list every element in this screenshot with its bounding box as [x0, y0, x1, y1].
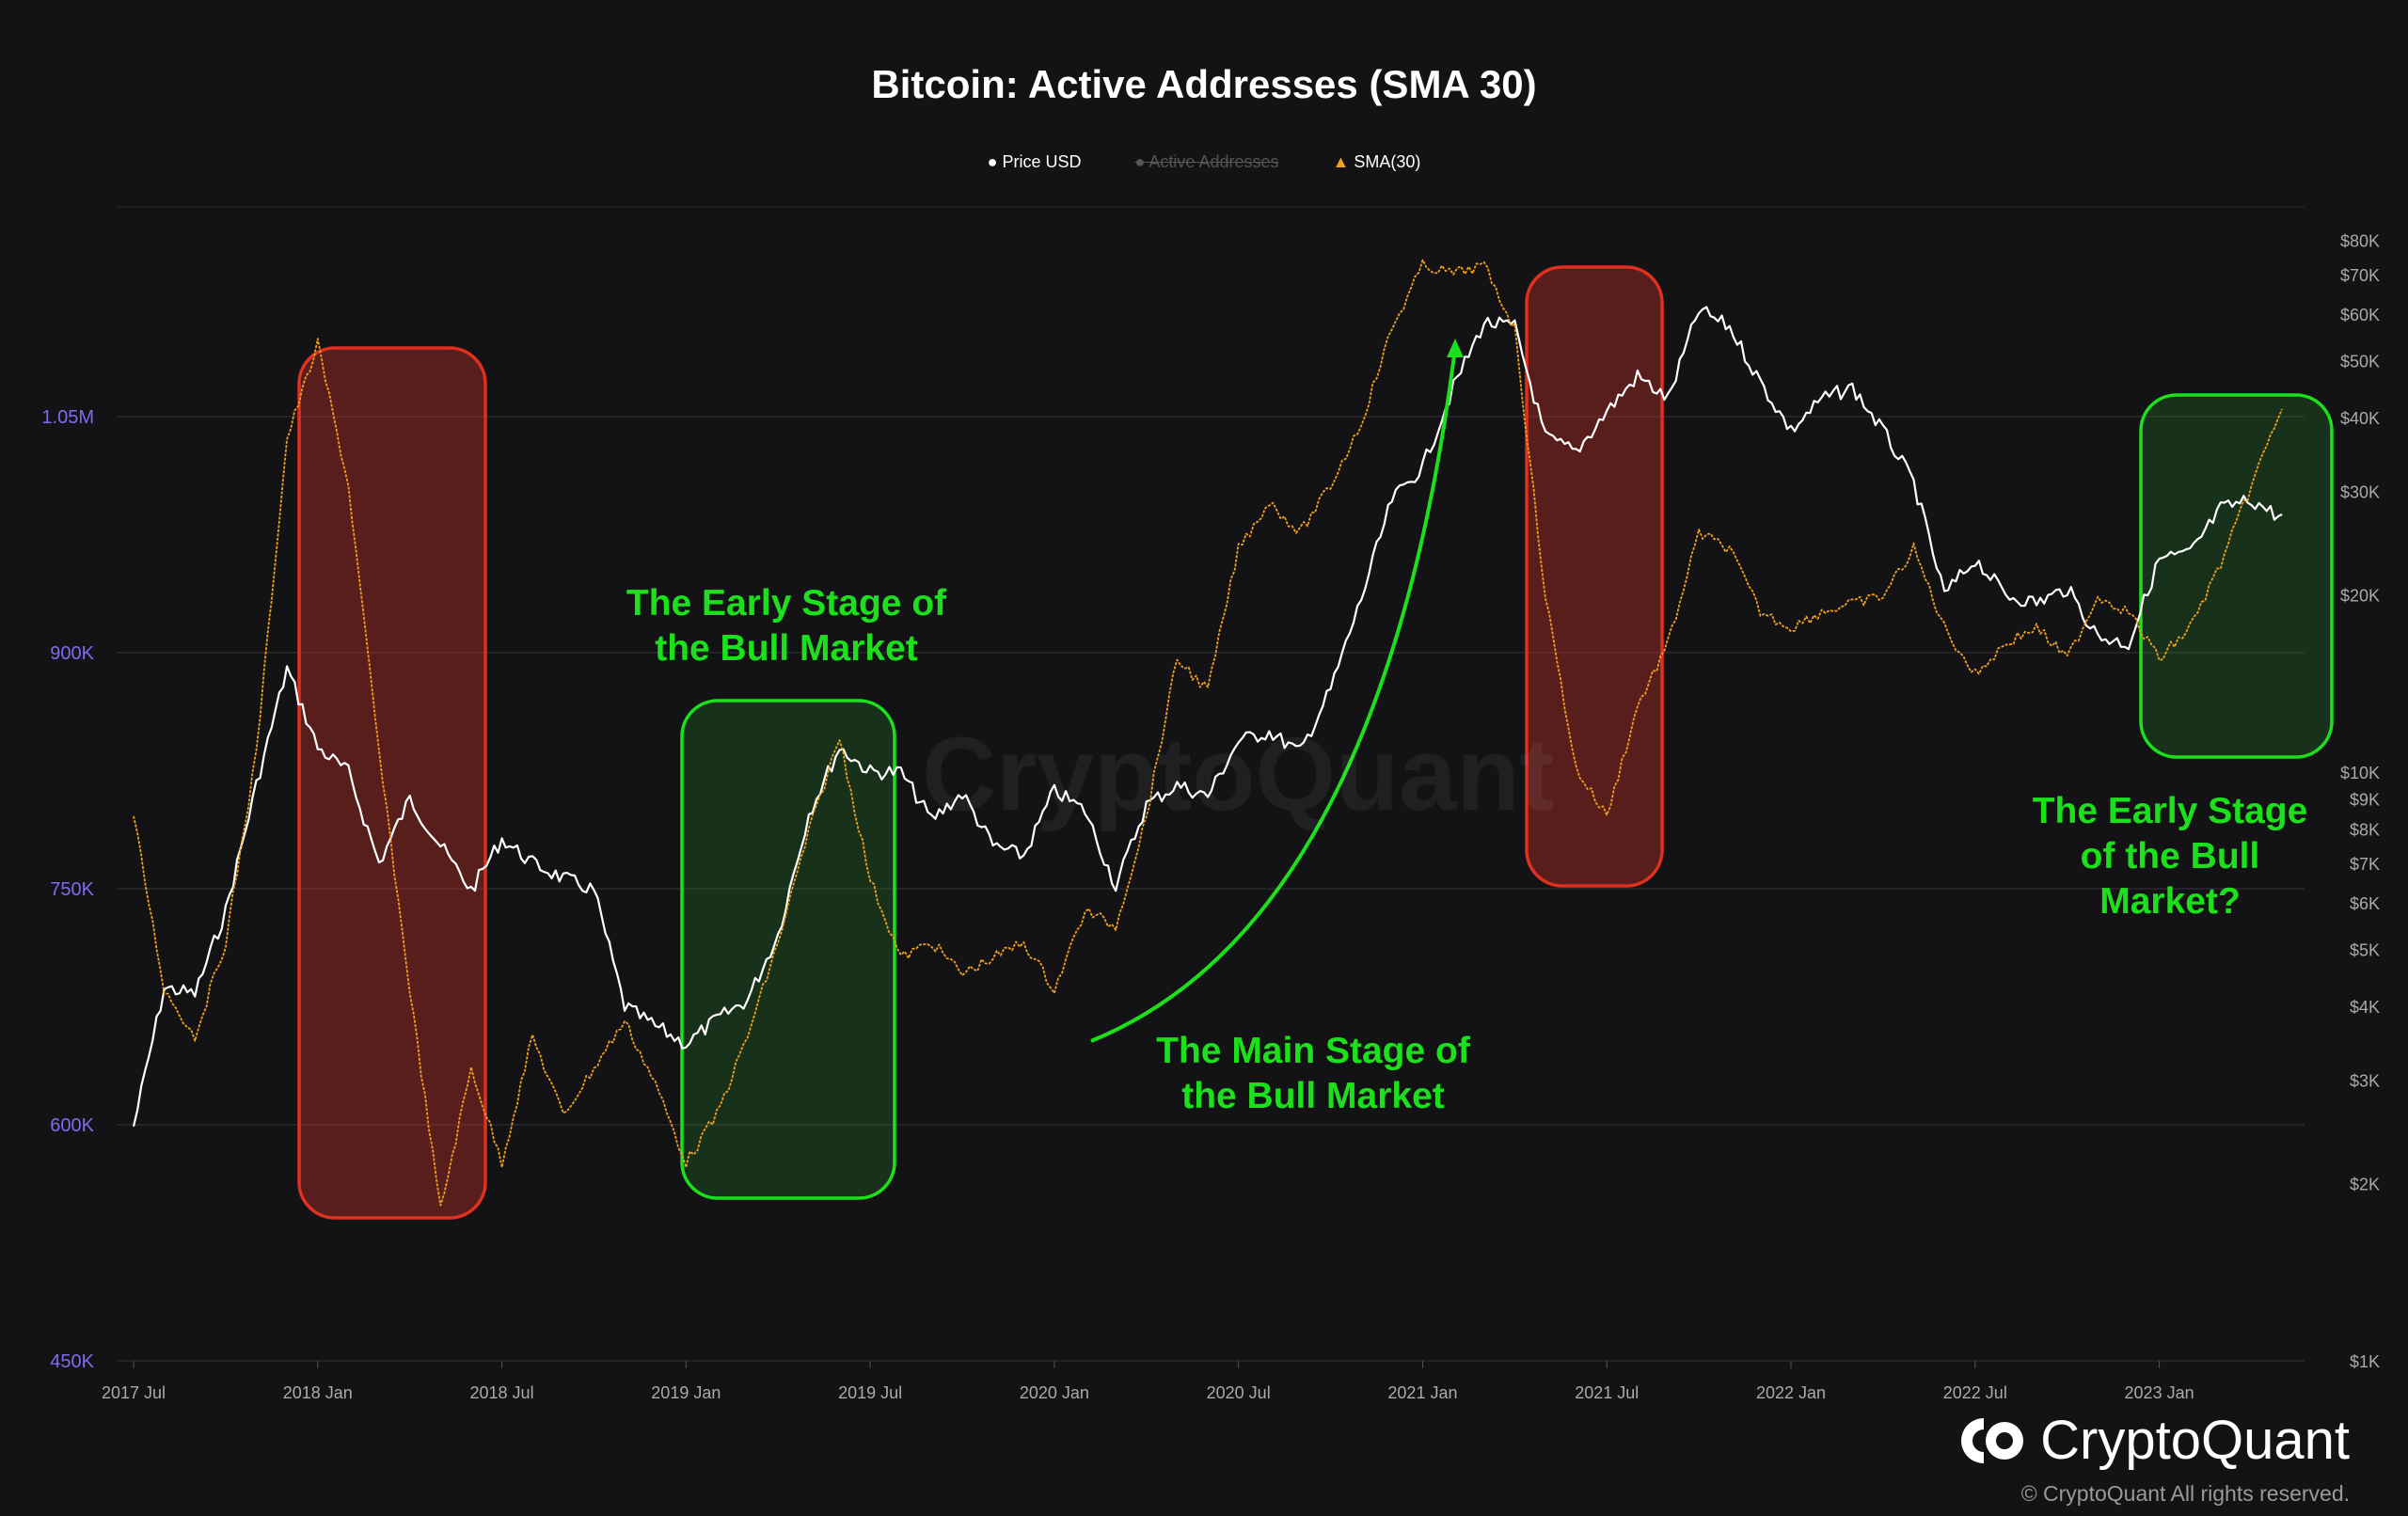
right-tick-label: $1K — [2350, 1352, 2380, 1371]
right-tick-label: $3K — [2350, 1071, 2380, 1090]
triangle-icon: ▲ — [1332, 152, 1350, 171]
right-tick-label: $10K — [2340, 764, 2380, 782]
circle-icon: ● — [1134, 152, 1146, 171]
right-tick-label: $6K — [2350, 894, 2380, 913]
main-stage-arrow — [1090, 347, 1457, 1043]
right-tick-label: $50K — [2340, 352, 2380, 371]
x-tick-label: 2020 Jan — [1020, 1383, 1089, 1402]
right-tick-label: $40K — [2340, 409, 2380, 428]
grid — [118, 206, 2305, 1368]
left-tick-label: 450K — [50, 1351, 94, 1372]
right-tick-label: $7K — [2350, 855, 2380, 874]
cryptoquant-logo-icon — [1961, 1418, 2024, 1463]
x-tick-label: 2022 Jul — [1943, 1383, 2007, 1402]
right-tick-label: $4K — [2350, 998, 2380, 1017]
green-highlight-box — [680, 699, 896, 1200]
x-tick-label: 2018 Jul — [470, 1383, 534, 1402]
series-lines — [132, 259, 2283, 1207]
right-tick-label: $2K — [2350, 1176, 2380, 1194]
x-tick-label: 2017 Jul — [102, 1383, 166, 1402]
annotation-early-stage: The Early Stage of the Bull Market — [626, 583, 947, 669]
right-tick-label: $9K — [2350, 791, 2380, 810]
right-tick-label: $80K — [2340, 232, 2380, 251]
tick-labels: 450K 600K 750K 900K 1.05M $1K $2K $3K $4K $5K $6K $… — [41, 232, 2380, 1402]
x-tick-label: 2020 Jul — [1207, 1383, 1271, 1402]
x-tick-label: 2023 Jan — [2125, 1383, 2194, 1402]
right-tick-label: $20K — [2340, 587, 2380, 606]
price-usd-line — [132, 306, 2283, 1127]
green-highlight-box — [2139, 393, 2334, 759]
red-highlight-box — [1525, 265, 1664, 888]
x-tick-label: 2021 Jan — [1387, 1383, 1457, 1402]
legend: ● Price USD ● Active Addresses ▲ SMA(30) — [0, 152, 2408, 172]
legend-active-addresses[interactable]: ● Active Addresses — [1134, 152, 1279, 171]
right-tick-label: $70K — [2340, 266, 2380, 285]
left-tick-label: 750K — [50, 879, 94, 900]
circle-icon: ● — [987, 152, 998, 171]
legend-sma[interactable]: ▲ SMA(30) — [1332, 152, 1421, 171]
arrow-head-icon — [1447, 339, 1464, 357]
brand-logo: CryptoQuant — [1957, 1411, 2350, 1471]
x-tick-label: 2021 Jul — [1575, 1383, 1639, 1402]
x-tick-label: 2019 Jan — [651, 1383, 721, 1402]
x-tick-label: 2019 Jul — [838, 1383, 902, 1402]
right-tick-label: $60K — [2340, 306, 2380, 324]
left-tick-label: 600K — [50, 1115, 94, 1136]
right-tick-label: $8K — [2350, 821, 2380, 840]
watermark: CryptoQuant — [922, 717, 1555, 832]
chart-title: Bitcoin: Active Addresses (SMA 30) — [871, 62, 1537, 106]
red-highlight-box — [297, 346, 487, 1220]
right-tick-label: $30K — [2340, 482, 2380, 501]
copyright: © CryptoQuant All rights reserved. — [2020, 1481, 2350, 1506]
annotation-main-stage: The Main Stage of the Bull Market — [1156, 1031, 1470, 1116]
left-tick-label: 1.05M — [41, 407, 94, 428]
right-tick-label: $5K — [2350, 940, 2380, 959]
highlight-boxes — [297, 265, 2334, 1220]
left-tick-label: 900K — [50, 643, 94, 664]
x-tick-label: 2022 Jan — [1756, 1383, 1826, 1402]
legend-price[interactable]: ● Price USD — [987, 152, 1082, 171]
x-tick-label: 2018 Jan — [283, 1383, 353, 1402]
annotation-early-stage-question: The Early Stage of the Bull Market? — [2032, 791, 2308, 922]
sma30-line — [133, 259, 2283, 1207]
